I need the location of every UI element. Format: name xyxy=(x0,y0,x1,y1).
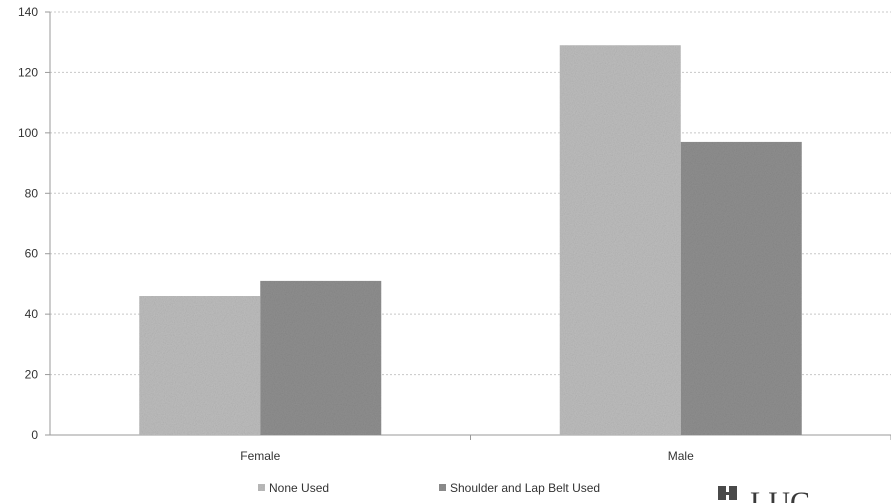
bars xyxy=(139,45,802,435)
legend-label: Shoulder and Lap Belt Used xyxy=(450,481,600,495)
bar-none-used-male xyxy=(559,45,681,435)
y-tick-label: 40 xyxy=(25,307,39,321)
bar-shoulder-and-lap-belt-used-male xyxy=(680,141,802,435)
y-tick-label: 120 xyxy=(18,65,38,79)
legend-swatch xyxy=(258,484,265,491)
legend-swatch xyxy=(439,484,446,491)
x-category-label: Male xyxy=(668,449,694,463)
bar-shoulder-and-lap-belt-used-female xyxy=(260,280,382,435)
legend: None Used Shoulder and Lap Belt Used xyxy=(258,481,600,495)
bar-none-used-female xyxy=(139,296,261,435)
y-axis-ticks: 0 20 40 60 80 100 120 140 xyxy=(18,5,38,442)
x-axis-categories: Female Male xyxy=(240,435,891,463)
y-tick-label: 0 xyxy=(31,428,38,442)
stamp-logo-icon xyxy=(718,486,737,500)
y-tick-label: 140 xyxy=(18,5,38,19)
y-tick-label: 80 xyxy=(25,186,39,200)
x-category-label: Female xyxy=(240,449,280,463)
legend-label: None Used xyxy=(269,481,329,495)
y-tick-label: 100 xyxy=(18,126,38,140)
watermark-logo: LUC xyxy=(718,486,810,503)
watermark-text: LUC xyxy=(750,486,810,503)
y-tick-label: 60 xyxy=(25,247,39,261)
y-tick-label: 20 xyxy=(25,368,39,382)
